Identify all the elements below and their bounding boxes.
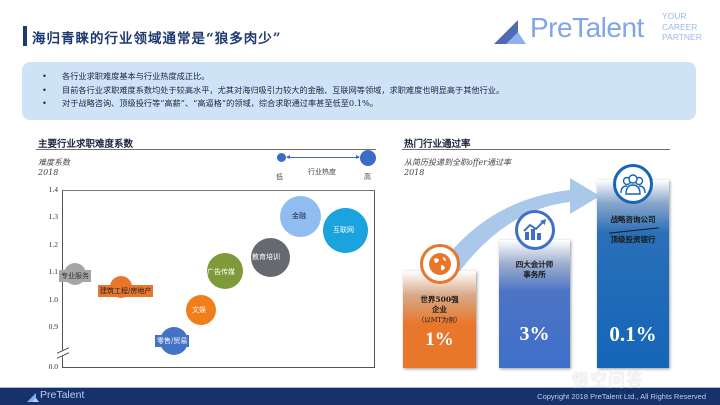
logo-triangle-icon	[494, 20, 526, 44]
rate-value: 0.1%	[609, 322, 657, 346]
rate-column-fortune500: 世界500强 企业 （以MT为例） 1%	[403, 271, 476, 368]
label-line: 企业	[432, 305, 447, 314]
tagline-line: PARTNER	[662, 32, 702, 42]
logo-tagline: YOUR CAREER PARTNER	[662, 11, 702, 43]
legend-low-label: 低	[276, 173, 283, 181]
copyright-text: Copyright 2018 PreTalent Ltd., All Right…	[537, 392, 706, 401]
footer: PreTalent Copyright 2018 PreTalent Ltd.,…	[0, 387, 720, 405]
title-accent-bar	[23, 26, 27, 46]
caption-line: 2018	[38, 168, 59, 177]
legend-arrow-right-head	[356, 155, 360, 159]
column-label: 四大会计师 事务所	[499, 260, 570, 280]
label-line: （以MT为例）	[417, 316, 462, 324]
rate-caption: 从简历投递到全职offer通过率 2018	[404, 158, 511, 178]
summary-text: 目前各行业求职难度系数均处于较高水平，尤其对海归吸引力较大的金融、互联网等领域，…	[62, 84, 505, 95]
summary-text: 对于战略咨询、顶级投行等“高薪”、“高逼格”的领域，综合求职通过率甚至低至0.1…	[62, 98, 378, 108]
summary-item: • 对于战略咨询、顶级投行等“高薪”、“高逼格”的领域，综合求职通过率甚至低至0…	[42, 97, 696, 111]
bubble-label: 互联网	[333, 226, 354, 234]
bubble-education-training[interactable]	[251, 238, 290, 277]
bubble-label: 文娱	[192, 306, 206, 314]
bubble-label: 建筑工程/房地产	[98, 285, 154, 297]
label-line: 四大会计师	[515, 260, 554, 269]
caption-line: 难度系数	[38, 158, 70, 167]
bubble-label: 金融	[292, 212, 306, 220]
y-tick: 0.9	[48, 322, 58, 331]
legend-arrow-left-head	[286, 155, 290, 159]
summary-item: • 各行业求职难度基本与行业热度成正比。	[42, 70, 696, 84]
pretalent-logo: PreTalent YOUR CAREER PARTNER	[490, 10, 715, 52]
logo-wordmark: PreTalent	[530, 12, 644, 43]
label-divider	[609, 227, 659, 234]
y-tick: 1.2	[48, 240, 58, 249]
y-tick: 1.4	[48, 185, 58, 194]
bubble-internet[interactable]	[323, 208, 368, 253]
summary-box: • 各行业求职难度基本与行业热度成正比。 • 目前各行业求职难度系数均处于较高水…	[22, 62, 696, 120]
rate-column-consulting-ib: 战略咨询公司 顶级投资银行 0.1%	[597, 180, 669, 368]
y-tick: 0.0	[48, 362, 58, 371]
people-icon	[613, 164, 653, 204]
summary-text: 各行业求职难度基本与行业热度成正比。	[62, 71, 210, 81]
rate-column-big-four: 四大会计师 事务所 3%	[499, 240, 570, 368]
y-tick: 1.0	[48, 295, 58, 304]
growth-chart-icon	[515, 210, 555, 250]
footer-logo-icon	[27, 393, 39, 402]
rate-value: 3%	[519, 323, 550, 345]
bubble-label: 广告传媒	[207, 268, 235, 276]
bullet: •	[42, 98, 47, 108]
bubble-label: 专业服务	[59, 270, 91, 282]
label-line: 世界500强	[420, 295, 459, 304]
left-panel-title: 主要行业求职难度系数	[38, 139, 134, 150]
column-label-top: 战略咨询公司	[610, 215, 656, 224]
summary-item: • 目前各行业求职难度系数均处于较高水平，尤其对海归吸引力较大的金融、互联网等领…	[42, 84, 696, 98]
column-label-bottom: 顶级投资银行	[610, 235, 656, 244]
bubble-finance[interactable]	[280, 196, 321, 237]
caption-line: 从简历投递到全职offer通过率	[404, 158, 512, 167]
tagline-line: CAREER	[662, 21, 698, 32]
left-panel-rule	[36, 149, 376, 150]
y-tick: 1.3	[48, 212, 58, 221]
legend-arrow	[287, 157, 359, 158]
legend-large-dot	[360, 150, 376, 166]
label-line: 事务所	[523, 270, 546, 279]
rate-value: 1%	[425, 329, 454, 350]
column-label: 世界500强 企业 （以MT为例）	[403, 295, 476, 325]
bullet: •	[42, 84, 47, 95]
bullet: •	[42, 71, 47, 81]
right-panel-rule	[402, 149, 670, 150]
caption-line: 2018	[404, 168, 425, 177]
page-title: 海归青睐的行业领域通常是“狼多肉少”	[32, 31, 282, 47]
bubble-advertising-media[interactable]	[207, 253, 243, 289]
globe-icon	[420, 244, 460, 284]
y-tick: 1.1	[48, 267, 58, 276]
footer-logo: PreTalent	[40, 389, 85, 401]
legend-label: 行业热度	[308, 168, 336, 176]
tagline-line: YOUR	[662, 11, 687, 21]
bubble-label: 零售/贸易	[155, 335, 190, 347]
size-legend: 低 行业热度 高	[268, 150, 376, 184]
bubble-entertainment[interactable]	[186, 295, 216, 325]
bubble-label: 教育培训	[252, 253, 280, 261]
right-panel-title: 热门行业通过率	[404, 139, 471, 150]
legend-small-dot	[277, 153, 286, 162]
watermark: 悟空问答	[572, 371, 644, 391]
y-axis-caption: 难度系数 2018	[38, 158, 70, 178]
legend-high-label: 高	[364, 173, 371, 181]
